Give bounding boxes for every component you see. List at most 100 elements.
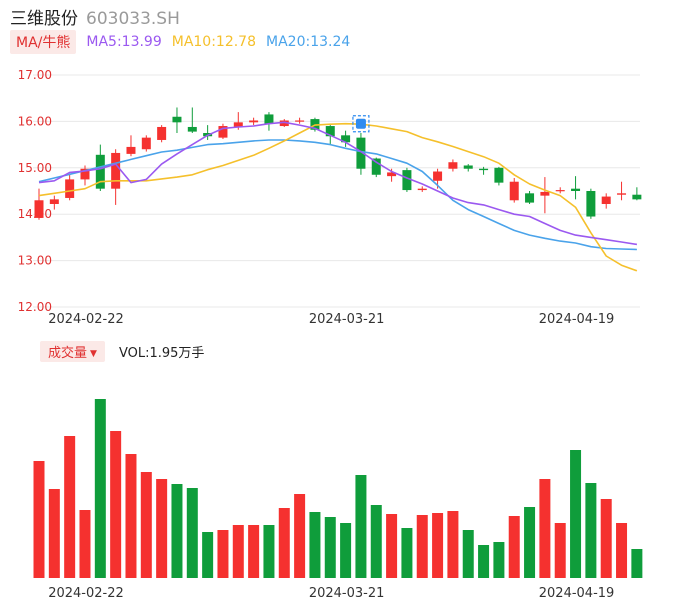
volume-bar bbox=[600, 499, 612, 578]
candle bbox=[187, 107, 197, 133]
candle-body bbox=[601, 196, 611, 204]
volume-bar bbox=[110, 431, 122, 578]
candle-body bbox=[494, 167, 504, 183]
candle bbox=[448, 159, 458, 172]
candle bbox=[95, 144, 105, 191]
price-tick-label: 15.00 bbox=[18, 161, 52, 175]
volume-series bbox=[33, 399, 643, 578]
date-axis: 2024-02-22 2024-02-22 2024-03-21 2024-03-21… bbox=[48, 312, 614, 601]
volume-bar bbox=[432, 513, 444, 578]
candle bbox=[264, 112, 274, 131]
candle bbox=[141, 135, 151, 152]
candle bbox=[540, 177, 550, 214]
stock-name: 三维股份 bbox=[10, 9, 78, 29]
stock-code: 603033.SH bbox=[86, 9, 180, 29]
volume-bar bbox=[324, 517, 336, 578]
marker-dot bbox=[355, 118, 366, 129]
volume-bar bbox=[263, 525, 275, 578]
candle bbox=[111, 149, 121, 205]
candle-body bbox=[249, 120, 259, 123]
volume-bar bbox=[340, 523, 352, 578]
volume-bar bbox=[493, 542, 505, 578]
ma-legend: MA/牛熊 MA5:13.99 MA10:12.78 MA20:13.24 bbox=[10, 30, 350, 54]
candle-body bbox=[325, 126, 335, 137]
volume-bar bbox=[309, 512, 321, 578]
volume-indicator-label: 成交量 bbox=[48, 345, 88, 361]
candle-body bbox=[479, 168, 489, 171]
volume-bar bbox=[616, 523, 628, 578]
volume-bar bbox=[539, 479, 551, 578]
volume-value: VOL:1.95万手 bbox=[118, 345, 205, 361]
candle-body bbox=[34, 200, 44, 218]
candle-body bbox=[371, 158, 381, 175]
ma20-line bbox=[38, 139, 637, 251]
caret-down-icon: ▼ bbox=[90, 348, 97, 359]
candle-body bbox=[509, 181, 519, 201]
candle bbox=[371, 157, 381, 178]
candle bbox=[525, 191, 535, 204]
candle bbox=[494, 166, 504, 186]
volume-bar bbox=[278, 508, 290, 578]
volume-bar bbox=[462, 530, 474, 578]
volume-bar bbox=[294, 494, 306, 578]
candle-body bbox=[49, 199, 59, 204]
volume-bar bbox=[171, 484, 183, 578]
price-tick-label: 13.00 bbox=[18, 254, 52, 268]
candle-body bbox=[586, 191, 596, 217]
ma10-legend: MA10:12.78 bbox=[171, 34, 257, 50]
candle bbox=[249, 117, 259, 126]
volume-bar bbox=[125, 454, 137, 578]
candle bbox=[571, 176, 581, 200]
candle bbox=[341, 130, 351, 147]
candle bbox=[617, 181, 627, 201]
date-tick-label: 2024-02-22 bbox=[48, 312, 124, 327]
candle-body bbox=[187, 126, 197, 132]
price-tick-label: 12.00 bbox=[18, 300, 52, 314]
candle-body bbox=[417, 188, 427, 191]
volume-bar bbox=[202, 532, 214, 578]
candle bbox=[157, 125, 167, 143]
candle-body bbox=[95, 154, 105, 189]
candle-body bbox=[295, 120, 305, 122]
candle bbox=[356, 133, 366, 175]
candle bbox=[172, 107, 182, 133]
date-tick-label: 2024-03-21 bbox=[309, 586, 385, 601]
volume-bar bbox=[248, 525, 260, 578]
ma-lines bbox=[38, 121, 638, 272]
candle-body bbox=[463, 165, 473, 169]
volume-indicator-selector[interactable]: 成交量 ▼ bbox=[40, 340, 105, 362]
volume-bar bbox=[94, 399, 106, 578]
volume-bar bbox=[631, 549, 643, 578]
candle-body bbox=[341, 135, 351, 143]
candle-body bbox=[65, 179, 75, 198]
volume-legend: 成交量 ▼ VOL:1.95万手 bbox=[40, 340, 205, 362]
candle-body bbox=[264, 114, 274, 124]
candle bbox=[632, 187, 642, 201]
candle-body bbox=[157, 126, 167, 140]
volume-bar bbox=[48, 489, 60, 578]
volume-bar bbox=[554, 523, 566, 578]
ma5-legend: MA5:13.99 bbox=[86, 34, 162, 50]
candle bbox=[126, 135, 136, 157]
price-grid bbox=[33, 74, 640, 308]
candle bbox=[586, 188, 596, 219]
ma-indicator-selector[interactable]: MA/牛熊 bbox=[10, 30, 77, 54]
candle bbox=[417, 186, 427, 192]
volume-bar bbox=[416, 515, 428, 578]
candle-body bbox=[525, 193, 535, 203]
volume-bar bbox=[232, 525, 244, 578]
candle bbox=[80, 165, 90, 186]
candlestick-series bbox=[34, 107, 642, 220]
candle-body bbox=[111, 152, 121, 189]
volume-bar bbox=[140, 472, 152, 578]
candle-body bbox=[448, 162, 458, 169]
price-tick-label: 17.00 bbox=[18, 68, 52, 82]
volume-bar bbox=[33, 461, 45, 578]
candle bbox=[218, 123, 228, 140]
candle-body bbox=[80, 168, 90, 180]
candle bbox=[463, 164, 473, 172]
candle-body bbox=[571, 188, 581, 191]
volume-bar bbox=[64, 436, 76, 578]
